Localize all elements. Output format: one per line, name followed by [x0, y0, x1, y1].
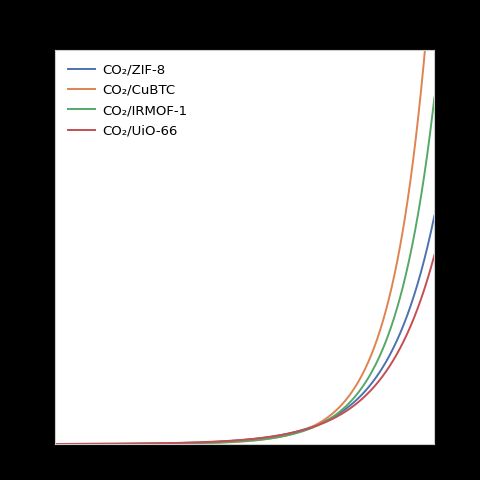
Line: CO₂/UiO-66: CO₂/UiO-66 — [55, 255, 434, 444]
CO₂/CuBTC — [312, 422, 318, 428]
CO₂/IRMOF-1 — [432, 95, 437, 100]
CO₂/IRMOF-1 — [355, 390, 360, 396]
CO₂/CuBTC — [355, 380, 360, 385]
CO₂/UiO-66 — [432, 252, 437, 258]
CO₂/UiO-66 — [52, 441, 58, 447]
CO₂/ZIF-8 — [91, 441, 97, 447]
Line: CO₂/CuBTC: CO₂/CuBTC — [55, 0, 434, 444]
CO₂/UiO-66 — [91, 441, 97, 447]
CO₂/UiO-66 — [312, 423, 318, 429]
CO₂/UiO-66 — [348, 405, 354, 411]
CO₂/IRMOF-1 — [52, 441, 58, 447]
CO₂/UiO-66 — [355, 400, 360, 406]
CO₂/IRMOF-1 — [219, 440, 225, 445]
CO₂/ZIF-8 — [348, 402, 354, 408]
CO₂/IRMOF-1 — [91, 441, 97, 447]
CO₂/CuBTC — [219, 440, 225, 445]
CO₂/UiO-66 — [205, 439, 211, 445]
CO₂/ZIF-8 — [355, 396, 360, 402]
CO₂/IRMOF-1 — [312, 423, 318, 429]
CO₂/IRMOF-1 — [205, 440, 211, 446]
Legend: CO₂/ZIF-8, CO₂/CuBTC, CO₂/IRMOF-1, CO₂/UiO-66: CO₂/ZIF-8, CO₂/CuBTC, CO₂/IRMOF-1, CO₂/U… — [62, 57, 194, 144]
Line: CO₂/IRMOF-1: CO₂/IRMOF-1 — [55, 97, 434, 444]
CO₂/UiO-66 — [219, 438, 225, 444]
CO₂/ZIF-8 — [52, 441, 58, 447]
CO₂/ZIF-8 — [312, 422, 318, 428]
CO₂/ZIF-8 — [219, 439, 225, 444]
CO₂/CuBTC — [348, 390, 354, 396]
CO₂/ZIF-8 — [205, 439, 211, 445]
CO₂/IRMOF-1 — [348, 398, 354, 404]
CO₂/ZIF-8 — [432, 213, 437, 218]
CO₂/CuBTC — [91, 441, 97, 447]
CO₂/CuBTC — [205, 440, 211, 446]
Line: CO₂/ZIF-8: CO₂/ZIF-8 — [55, 216, 434, 444]
CO₂/CuBTC — [52, 441, 58, 447]
